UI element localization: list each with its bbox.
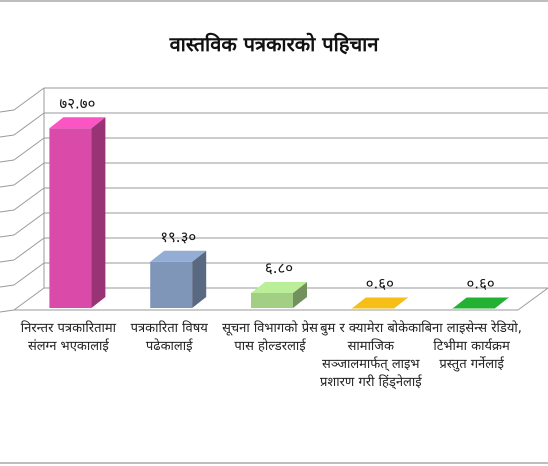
x-category-label: बुम र क्यामेरा बोकेका सामाजिक सञ्जालमार्… xyxy=(320,321,422,390)
bar-front xyxy=(251,293,293,308)
data-label: ७२.७० xyxy=(59,94,95,112)
chart-title: वास्तविक पत्रकारको पहिचान xyxy=(169,32,379,56)
y-tick xyxy=(0,184,15,188)
y-tick xyxy=(0,209,15,213)
bar-front xyxy=(150,261,193,308)
bar-front xyxy=(49,128,92,308)
bar-side xyxy=(91,117,106,308)
gridline-side xyxy=(13,287,45,311)
floor-edge xyxy=(517,287,548,311)
gridline-side xyxy=(13,112,45,136)
y-tick xyxy=(0,234,15,238)
x-category-label: बिना लाइसेन्स रेडियो, टिभीमा कार्यक्रम प… xyxy=(421,321,522,372)
bar xyxy=(49,117,106,308)
x-category-label: पत्रकारिता विषय पढेकालाई xyxy=(130,321,208,354)
y-tick xyxy=(0,159,15,163)
bar-top xyxy=(452,297,509,309)
y-tick xyxy=(0,259,15,263)
bar-side xyxy=(293,282,307,308)
y-tick xyxy=(0,284,15,288)
bar-top xyxy=(251,282,307,293)
bar xyxy=(351,297,408,309)
y-tick xyxy=(0,109,15,113)
bars xyxy=(49,117,509,309)
bar xyxy=(150,250,207,308)
data-labels: ७२.७० १९.३० ६.८० ०.६० ०.६० xyxy=(59,94,494,292)
x-category-label: सूचना विभागको प्रेस पास होल्डरलाई xyxy=(222,321,318,354)
bar-side xyxy=(192,250,207,308)
bar xyxy=(452,297,509,309)
gridline-side xyxy=(13,262,45,286)
bar-top xyxy=(351,297,408,309)
data-label: १९.३० xyxy=(160,228,196,246)
gridline-side xyxy=(13,212,45,236)
data-label: ६.८० xyxy=(265,259,293,277)
y-tick xyxy=(0,309,15,313)
data-label: ०.६० xyxy=(467,275,495,293)
x-category-label: निरन्तर पत्रकारितामा संलग्न भएकालाई xyxy=(20,321,117,354)
y-tick xyxy=(0,134,15,138)
bar xyxy=(251,282,307,308)
gridlines xyxy=(0,87,548,313)
bar-top xyxy=(150,250,207,262)
data-label: ०.६० xyxy=(366,275,394,293)
gridline-side xyxy=(13,162,45,186)
gridline-side xyxy=(13,237,45,261)
bar-top xyxy=(49,117,106,129)
gridline-side xyxy=(13,87,45,111)
gridline-side xyxy=(13,137,45,161)
gridline-side xyxy=(13,187,45,211)
